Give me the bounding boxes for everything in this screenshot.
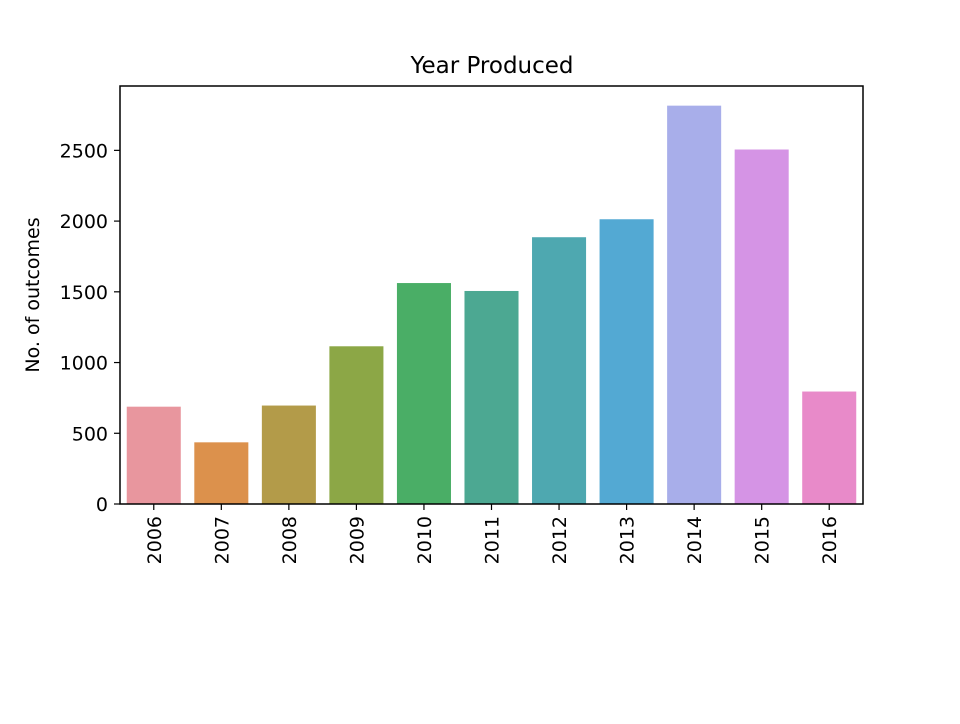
x-tick-label-2013: 2013 [617, 516, 639, 564]
x-axis: 2006 2007 2008 2009 2010 2011 2012 2013 2014 2015… [144, 504, 841, 564]
x-tick-label-2012: 2012 [549, 516, 571, 564]
bar-2012 [532, 237, 587, 504]
bar-2011 [464, 290, 519, 504]
x-tick-label-2010: 2010 [414, 516, 436, 564]
bar-2006 [126, 406, 181, 504]
bar-2010 [396, 283, 451, 504]
plot-frame [119, 85, 864, 505]
bar-2008 [261, 405, 316, 504]
bar-2013 [599, 219, 654, 504]
y-axis-label: No. of outcomes [22, 217, 44, 372]
y-tick-label-2500: 2500 [60, 140, 108, 162]
y-tick-label-0: 0 [96, 494, 108, 516]
y-tick-label-500: 500 [72, 423, 108, 445]
bars-group [126, 105, 857, 504]
y-tick-label-1000: 1000 [60, 353, 108, 375]
chart-title: Year Produced [409, 53, 573, 79]
x-tick-label-2006: 2006 [144, 516, 166, 564]
y-axis: 0 500 1000 1500 2000 2500 [60, 140, 120, 516]
x-tick-label-2015: 2015 [752, 516, 774, 564]
y-tick-label-2000: 2000 [60, 211, 108, 233]
y-tick-label-1500: 1500 [60, 282, 108, 304]
x-tick-label-2009: 2009 [346, 516, 368, 564]
bar-2009 [329, 346, 384, 504]
x-tick-label-2007: 2007 [211, 516, 233, 564]
x-tick-label-2016: 2016 [819, 516, 841, 564]
bar-2014 [667, 105, 722, 504]
bar-2015 [734, 149, 789, 504]
bar-2016 [802, 391, 857, 504]
x-tick-label-2011: 2011 [482, 516, 504, 564]
x-tick-label-2008: 2008 [279, 516, 301, 564]
bar-2007 [194, 442, 249, 504]
x-tick-label-2014: 2014 [684, 516, 706, 564]
